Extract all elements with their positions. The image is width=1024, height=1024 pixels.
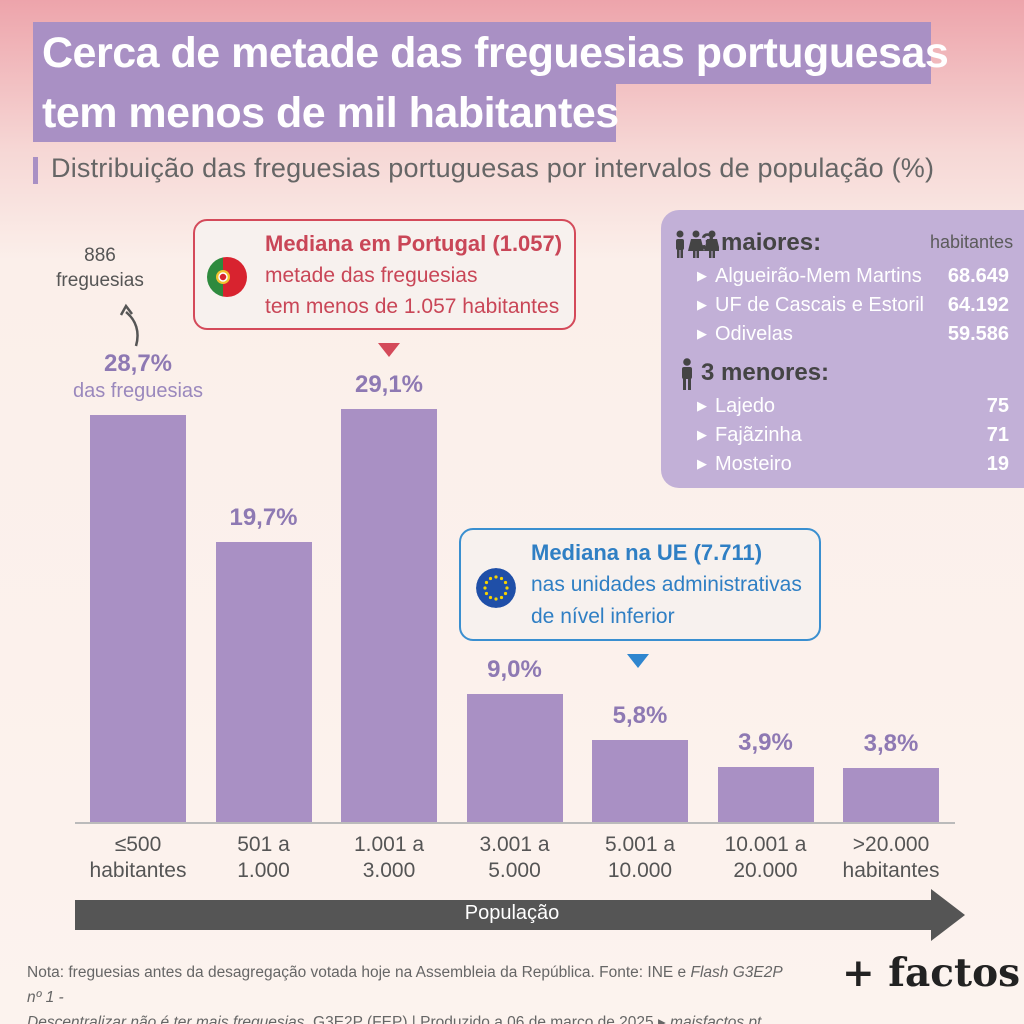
bar-value-label-7: 3,8% — [863, 730, 919, 758]
eu-median-pointer-icon — [627, 654, 649, 668]
largest-item-3-value: 59.586 — [947, 323, 1009, 345]
note-text-1: Nota: freguesias antes da desagregação v… — [27, 964, 691, 981]
bar-6 — [717, 766, 814, 822]
three-people-icon — [676, 230, 719, 258]
callout-eu-median: Mediana na UE (7.711) nas unidades admin… — [459, 528, 821, 641]
eu-star-icon — [494, 597, 498, 601]
bar-7 — [843, 768, 939, 822]
category-label-line: 501 a — [237, 833, 290, 856]
category-label-line: 20.000 — [733, 859, 798, 882]
smallest-item-1-value: 75 — [986, 395, 1009, 417]
bar-value-label-5: 5,8% — [612, 701, 668, 729]
category-label-line: habitantes — [842, 859, 940, 882]
smallest-item-3-value: 19 — [986, 453, 1009, 475]
category-label-line: 1.000 — [237, 859, 290, 882]
annotation-count-text: freguesias — [56, 270, 144, 291]
note-text-2: , G3E2P (FEP) | Produzido a 06 de março … — [304, 1014, 671, 1024]
population-axis-arrow-icon — [75, 889, 965, 941]
portugal-flag-icon — [207, 257, 247, 297]
bar-value-label-4: 9,0% — [487, 656, 542, 684]
eu-star-icon — [505, 586, 509, 590]
category-label-1: ≤500 habitantes — [68, 832, 208, 884]
eu-star-icon — [503, 591, 508, 596]
eu-star-icon — [484, 591, 489, 596]
note-report-title: Descentralizar não é ter mais freguesias — [27, 1014, 305, 1024]
category-label-line: 3.000 — [362, 859, 416, 882]
largest-item-1-name: Algueirão-Mem Martins — [697, 265, 922, 288]
eu-star-icon — [488, 576, 493, 581]
annotation-share-text: das freguesias — [72, 380, 204, 402]
eu-star-icon — [484, 580, 489, 585]
callout-eu-line-1: nas unidades administrativas — [531, 573, 802, 596]
bar-3 — [341, 409, 437, 822]
eu-star-icon — [494, 575, 498, 579]
category-label-line: 5.001 a — [604, 833, 676, 856]
note-source-title: Flash G3E2P nº 1 - — [27, 964, 783, 1006]
bar-value-label-3: 29,1% — [354, 371, 424, 398]
callout-portugal-median: Mediana em Portugal (1.057) metade das f… — [193, 219, 576, 330]
largest-item-2-name: UF de Cascais e Estoril — [697, 294, 924, 317]
x-axis-label: População — [464, 902, 560, 924]
maisfactos-logo: + factos — [842, 950, 1021, 996]
single-person-icon — [682, 358, 692, 390]
largest-title: 3 maiores: — [701, 229, 822, 256]
subtitle: Distribuição das freguesias portuguesas … — [51, 153, 935, 183]
chart-baseline — [75, 822, 955, 824]
callout-eu-heading: Mediana na UE (7.711) — [531, 540, 763, 565]
largest-item-1-value: 68.649 — [947, 265, 1009, 287]
category-label-4: 3.001 a 5.000 — [445, 832, 585, 884]
callout-portugal-line-2: tem menos de 1.057 habitantes — [265, 295, 560, 318]
bar-4 — [466, 694, 563, 822]
callout-eu-line-2: de nível inferior — [531, 605, 675, 628]
category-label-line: >20.000 — [852, 833, 930, 856]
category-label-line: ≤500 — [114, 833, 162, 856]
annotation-share-value: 28,7% — [103, 350, 173, 377]
subtitle-accent-bar — [33, 157, 38, 184]
largest-item-2-value: 64.192 — [947, 294, 1009, 316]
largest-item-3-name: Odivelas — [697, 323, 793, 346]
annotation-count-number: 886 — [84, 245, 116, 266]
smallest-title: 3 menores: — [701, 359, 830, 386]
category-label-line: 3.001 a — [479, 833, 550, 856]
bar-5 — [592, 739, 688, 822]
category-label-line: 5.000 — [488, 859, 541, 882]
panel-unit: habitantes — [930, 232, 1014, 252]
title-line-2: tem menos de mil habitantes — [33, 84, 619, 142]
eu-star-icon — [503, 580, 508, 585]
smallest-item-2-value: 71 — [986, 424, 1009, 446]
extremes-panel: 3 maiores: habitantes Algueirão-Mem Mart… — [661, 210, 1024, 488]
smallest-item-2-name: Fajãzinha — [697, 424, 802, 447]
title-line-1: Cerca de metade das freguesias portugues… — [33, 22, 949, 84]
eu-star-icon — [488, 595, 493, 600]
category-label-line: 10.001 a — [724, 833, 807, 856]
note-link[interactable]: maisfactos.pt — [670, 1014, 762, 1024]
eu-star-icon — [499, 576, 504, 581]
category-label-line: 1.001 a — [353, 833, 425, 856]
bar-1 — [90, 414, 186, 822]
category-label-3: 1.001 a 3.000 — [319, 832, 459, 884]
bar-value-label-2: 19,7% — [229, 504, 298, 532]
eu-star-icon — [483, 586, 487, 590]
annotation-first-bar-share: 28,7% das freguesias — [68, 350, 208, 403]
bar-value-label-6: 3,9% — [738, 728, 793, 756]
eu-star-icon — [499, 595, 504, 600]
callout-portugal-heading: Mediana em Portugal (1.057) — [265, 231, 563, 256]
curved-arrow-icon — [119, 303, 139, 347]
category-label-6: 10.001 a 20.000 — [696, 832, 836, 884]
category-label-2: 501 a 1.000 — [194, 832, 334, 884]
portugal-median-pointer-icon — [378, 343, 400, 357]
source-note: Nota: freguesias antes da desagregação v… — [27, 960, 787, 1024]
smallest-item-1-name: Lajedo — [697, 395, 775, 418]
smallest-item-3-name: Mosteiro — [697, 453, 792, 476]
category-label-7: >20.000 habitantes — [821, 832, 961, 884]
category-label-line: 10.000 — [607, 859, 673, 882]
callout-portugal-line-1: metade das freguesias — [265, 264, 478, 287]
category-label-line: habitantes — [89, 859, 187, 882]
eu-flag-icon — [476, 568, 516, 608]
bar-2 — [215, 542, 312, 822]
category-label-5: 5.001 a 10.000 — [570, 832, 710, 884]
annotation-freguesias-count: 886 freguesias — [40, 243, 160, 293]
